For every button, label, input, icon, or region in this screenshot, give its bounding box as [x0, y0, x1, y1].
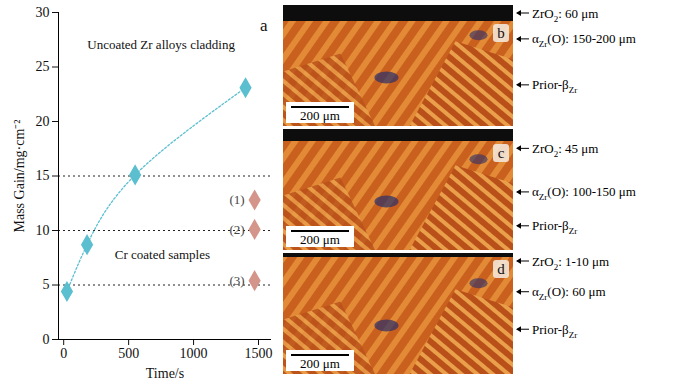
svg-text:Mass Gain/mg·cm⁻²: Mass Gain/mg·cm⁻²	[12, 119, 27, 232]
svg-text:c: c	[498, 145, 505, 161]
svg-text:(3): (3)	[229, 273, 244, 288]
svg-text:10: 10	[36, 223, 50, 238]
svg-text:a: a	[260, 16, 268, 35]
svg-text:5: 5	[43, 277, 50, 292]
svg-text:Uncoated Zr alloys cladding: Uncoated Zr alloys cladding	[87, 37, 235, 52]
svg-text:(1): (1)	[229, 192, 244, 207]
svg-text:1000: 1000	[180, 346, 208, 361]
svg-text:(2): (2)	[229, 222, 244, 237]
svg-text:b: b	[497, 25, 505, 41]
svg-text:200 μm: 200 μm	[300, 108, 340, 123]
svg-text:25: 25	[36, 59, 50, 74]
svg-text:Prior-βZr: Prior-βZr	[532, 218, 577, 236]
svg-text:d: d	[497, 261, 505, 277]
svg-text:0: 0	[43, 332, 50, 347]
svg-text:15: 15	[36, 168, 50, 183]
svg-text:30: 30	[36, 5, 50, 20]
svg-text:Prior-βZr: Prior-βZr	[532, 77, 577, 95]
svg-text:ZrO2: 1-10 μm: ZrO2: 1-10 μm	[532, 254, 609, 272]
svg-text:Cr coated samples: Cr coated samples	[115, 247, 210, 262]
svg-text:Prior-βZr: Prior-βZr	[532, 322, 577, 340]
svg-text:αZr(O): 60 μm: αZr(O): 60 μm	[532, 284, 606, 302]
svg-text:20: 20	[36, 114, 50, 129]
svg-text:500: 500	[118, 346, 139, 361]
svg-text:ZrO2: 45 μm: ZrO2: 45 μm	[532, 141, 598, 159]
svg-text:αZr(O): 150-200 μm: αZr(O): 150-200 μm	[532, 31, 636, 49]
svg-text:0: 0	[60, 346, 67, 361]
svg-text:ZrO2: 60 μm: ZrO2: 60 μm	[532, 6, 598, 24]
svg-text:200 μm: 200 μm	[300, 356, 340, 371]
svg-text:200 μm: 200 μm	[300, 232, 340, 247]
svg-text:αZr(O): 100-150 μm: αZr(O): 100-150 μm	[532, 184, 636, 202]
svg-text:1500: 1500	[245, 346, 273, 361]
svg-text:Time/s: Time/s	[146, 366, 184, 381]
